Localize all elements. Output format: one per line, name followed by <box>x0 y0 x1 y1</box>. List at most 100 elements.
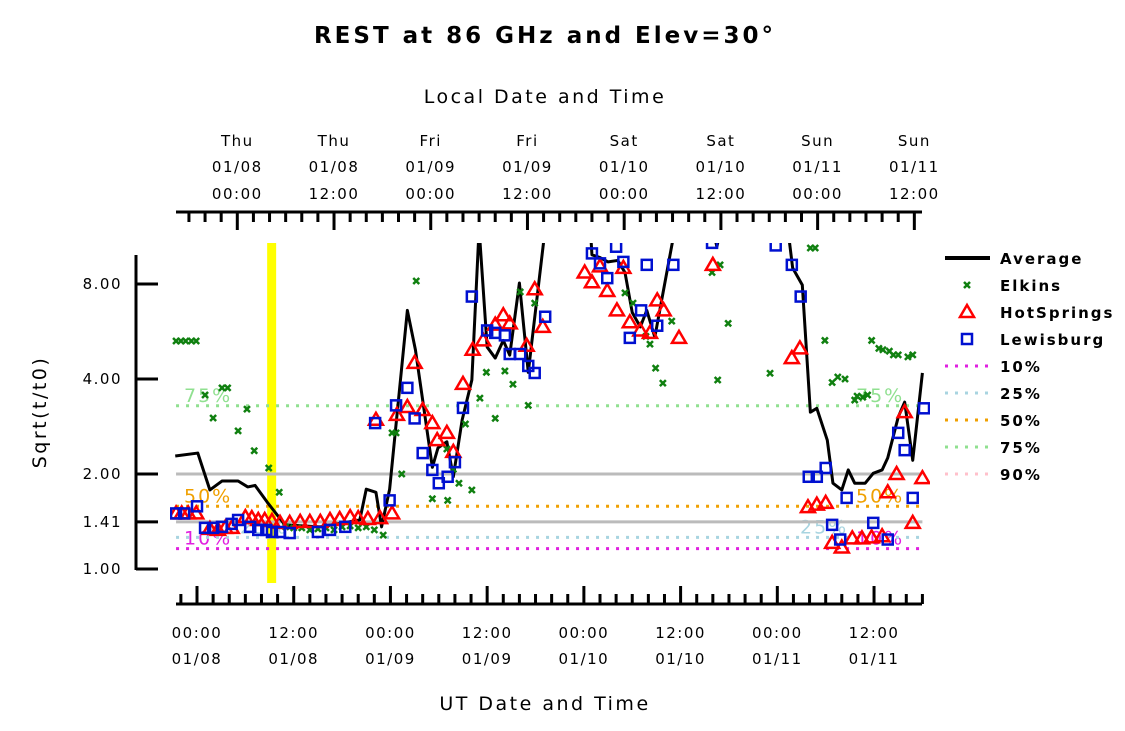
top-tick-date: 01/08 <box>309 158 360 176</box>
percentile-label-left: 75% <box>184 385 232 407</box>
point-elkins <box>491 414 500 423</box>
point-hotsprings <box>852 528 872 545</box>
top-tick-day: Fri <box>516 132 538 150</box>
point-hotsprings <box>290 512 310 529</box>
point-elkins <box>833 373 842 381</box>
point-hotsprings <box>500 313 519 330</box>
point-hotsprings <box>669 328 689 345</box>
y-tick-label: 8.00 <box>83 275 122 293</box>
point-lewisburg <box>898 443 911 457</box>
legend-label-percentile: 10% <box>1000 358 1042 376</box>
top-tick-date: 01/10 <box>696 158 747 176</box>
bottom-tick-date: 01/09 <box>462 650 513 668</box>
point-lewisburg <box>441 470 454 484</box>
top-tick-day: Thu <box>317 132 351 150</box>
point-elkins <box>724 319 733 328</box>
series-line-average <box>175 243 924 529</box>
top-tick-time: 00:00 <box>212 185 263 203</box>
point-lewisburg <box>650 319 664 332</box>
top-tick-time: 12:00 <box>502 185 553 203</box>
point-elkins <box>667 317 676 326</box>
point-lewisburg <box>833 533 847 546</box>
point-lewisburg <box>623 331 637 345</box>
point-elkins <box>646 340 654 348</box>
top-tick-time: 00:00 <box>405 185 456 203</box>
point-lewisburg <box>231 513 245 527</box>
point-elkins <box>392 428 400 437</box>
point-lewisburg <box>794 290 807 303</box>
point-elkins <box>234 426 242 435</box>
percentile-label-right: 75% <box>856 385 904 407</box>
point-elkins <box>516 288 525 296</box>
bottom-tick-date: 01/11 <box>849 650 900 668</box>
point-hotsprings <box>590 256 610 273</box>
point-elkins <box>476 394 484 402</box>
point-hotsprings <box>463 340 482 357</box>
point-lewisburg <box>456 401 470 415</box>
point-hotsprings <box>300 512 320 529</box>
y-tick-label: 2.00 <box>83 465 122 483</box>
point-elkins <box>201 391 209 399</box>
point-elkins <box>223 383 232 392</box>
point-hotsprings <box>887 464 906 481</box>
point-lewisburg <box>667 258 680 272</box>
top-tick-time: 12:00 <box>309 185 360 203</box>
point-elkins <box>904 353 912 361</box>
point-lewisburg <box>416 446 429 460</box>
point-elkins <box>530 299 539 307</box>
point-lewisburg <box>617 255 630 269</box>
point-lewisburg <box>426 463 439 477</box>
point-lewisburg <box>601 271 614 285</box>
point-elkins <box>412 277 421 285</box>
top-tick-day: Fri <box>420 132 442 150</box>
point-lewisburg <box>891 426 905 440</box>
point-lewisburg <box>283 526 296 540</box>
point-elkins <box>713 376 722 384</box>
point-elkins <box>841 375 849 383</box>
point-lewisburg <box>906 491 919 505</box>
point-lewisburg <box>389 399 403 412</box>
point-hotsprings <box>620 312 639 329</box>
point-lewisburg <box>465 290 479 303</box>
legend-label-percentile: 25% <box>1000 385 1042 403</box>
point-lewisburg <box>432 476 446 490</box>
top-tick-date: 01/11 <box>792 158 843 176</box>
point-lewisburg <box>585 247 599 260</box>
point-lewisburg <box>170 507 183 520</box>
point-hotsprings <box>654 300 673 317</box>
point-lewisburg <box>448 455 462 469</box>
point-hotsprings <box>533 317 552 334</box>
point-elkins <box>250 446 259 455</box>
point-elkins <box>853 392 861 401</box>
top-tick-day: Thu <box>220 132 254 150</box>
point-hotsprings <box>405 353 424 370</box>
bottom-tick-date: 01/09 <box>365 650 416 668</box>
point-hotsprings <box>598 281 617 298</box>
point-hotsprings <box>631 320 650 337</box>
bottom-tick-time: 00:00 <box>172 624 223 642</box>
point-elkins <box>467 486 476 494</box>
point-lewisburg <box>609 243 623 253</box>
y-tick-label: 1.00 <box>83 560 122 578</box>
top-tick-date: 01/08 <box>212 158 263 176</box>
point-elkins <box>858 393 867 402</box>
legend-label-hotsprings: HotSprings <box>1000 304 1114 322</box>
y-axis-title: Sqrt(t/t0) <box>29 356 51 469</box>
point-elkins <box>651 364 660 373</box>
point-elkins <box>509 380 517 389</box>
point-lewisburg <box>881 533 894 546</box>
point-elkins <box>811 244 820 252</box>
point-lewisburg <box>840 491 853 505</box>
point-lewisburg <box>177 507 191 520</box>
point-hotsprings <box>387 405 407 422</box>
top-tick-day: Sun <box>801 132 834 150</box>
point-lewisburg <box>917 402 930 415</box>
point-hotsprings <box>428 430 447 447</box>
point-lewisburg <box>383 494 396 507</box>
point-lewisburg <box>252 523 265 537</box>
point-hotsprings <box>382 503 402 520</box>
point-elkins <box>863 391 872 399</box>
point-elkins <box>275 488 284 497</box>
point-elkins <box>264 464 273 472</box>
point-hotsprings <box>862 527 881 544</box>
